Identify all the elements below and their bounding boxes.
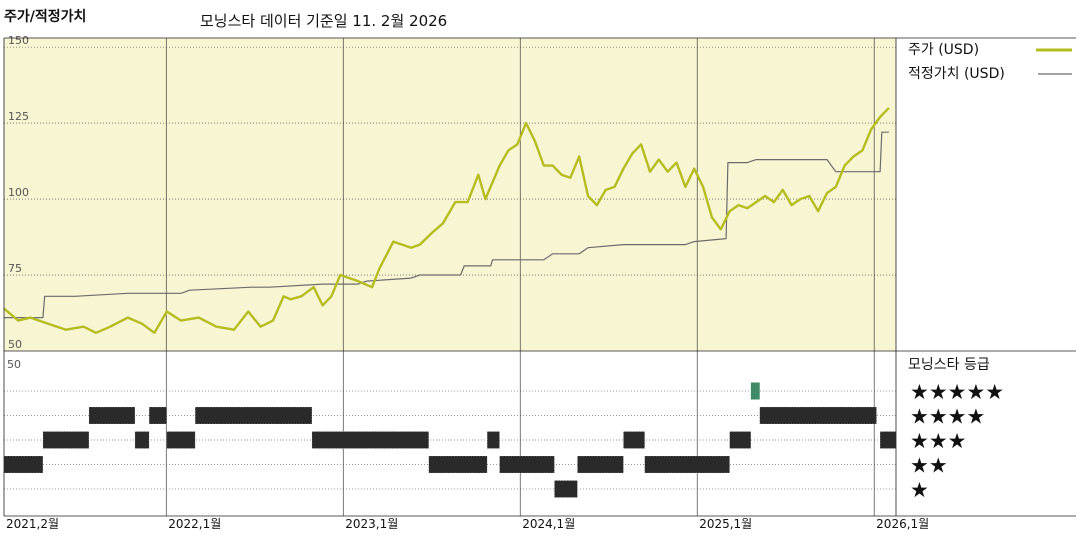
price-plot-background — [4, 38, 896, 351]
rating-segment — [88, 406, 136, 425]
rating-stars-label: ★★★★ — [910, 405, 985, 429]
rating-segment — [499, 455, 555, 474]
rating-segment — [623, 431, 645, 449]
rating-segment — [644, 455, 730, 474]
rating-segment — [759, 406, 877, 425]
rating-segment — [750, 382, 760, 400]
rating-stars-label: ★★★ — [910, 429, 966, 453]
y-tick-label: 150 — [8, 34, 29, 47]
rating-segment — [554, 480, 578, 498]
y-tick-label: 75 — [8, 262, 22, 275]
chart-title: 주가/적정가치 — [4, 9, 87, 25]
price-series-line — [3, 107, 890, 334]
rating-segment — [577, 455, 624, 474]
rating-segment — [134, 431, 150, 449]
rating-axis-label: 50 — [7, 358, 21, 371]
rating-segment — [729, 431, 752, 449]
x-tick-label: 2021,2월 — [6, 517, 59, 531]
rating-segment — [311, 431, 429, 449]
x-tick-label: 2024,1월 — [522, 517, 575, 531]
rating-legend-title: 모닝스타 등급 — [908, 357, 990, 373]
x-tick-label: 2025,1월 — [699, 517, 752, 531]
rating-stars-label: ★★★★★ — [910, 380, 1004, 404]
x-tick-label: 2026,1월 — [876, 517, 929, 531]
data-date-subtitle: 모닝스타 데이터 기준일 11. 2월 2026 — [200, 12, 448, 30]
fair-value-series-line — [4, 131, 889, 319]
y-tick-label: 125 — [8, 110, 29, 123]
rating-segment — [3, 455, 44, 474]
rating-segment — [879, 431, 897, 449]
y-tick-label: 50 — [8, 338, 22, 351]
legend-price-label: 주가 (USD) — [908, 42, 979, 58]
rating-segment — [166, 431, 196, 449]
x-tick-label: 2022,1월 — [168, 517, 221, 531]
rating-segment — [42, 431, 90, 449]
y-tick-label: 100 — [8, 186, 29, 199]
rating-segment — [428, 455, 488, 474]
rating-segment — [194, 406, 313, 425]
rating-stars-label: ★★ — [910, 454, 948, 478]
legend-fair-value-label: 적정가치 (USD) — [908, 66, 1005, 82]
rating-stars-label: ★ — [910, 478, 929, 502]
x-tick-label: 2023,1월 — [345, 517, 398, 531]
rating-segment — [486, 431, 500, 449]
rating-segment — [148, 406, 168, 425]
